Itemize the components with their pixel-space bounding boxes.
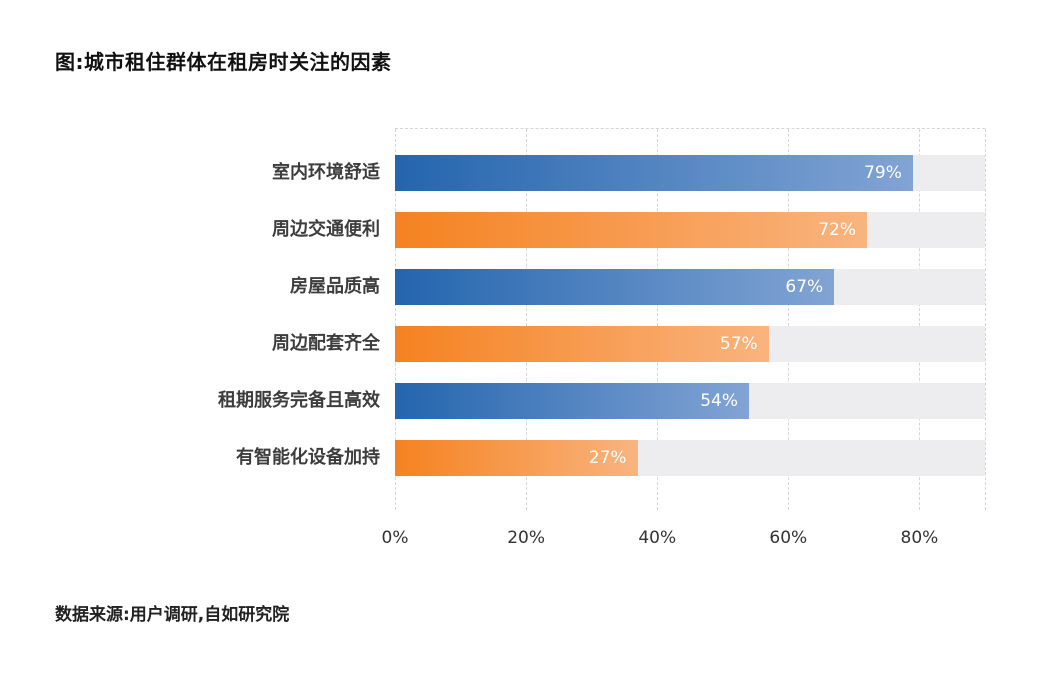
category-label: 室内环境舒适	[272, 162, 380, 183]
bar-track: 67%	[395, 269, 985, 305]
bar-track: 54%	[395, 383, 985, 419]
x-axis-tick-label: 40%	[638, 528, 677, 548]
gridline	[395, 129, 396, 510]
bar-track: 27%	[395, 440, 985, 476]
bar: 54%	[395, 383, 749, 419]
bar-track: 72%	[395, 212, 985, 248]
x-axis-tick-label: 20%	[507, 528, 546, 548]
bar-value-label: 67%	[785, 277, 824, 297]
chart-title: 图:城市租住群体在租房时关注的因素	[55, 50, 392, 74]
chart-row: 租期服务完备且高效 54%	[218, 383, 985, 419]
category-label: 有智能化设备加持	[236, 447, 380, 468]
chart-row: 室内环境舒适 79%	[272, 155, 985, 191]
category-label: 房屋品质高	[290, 276, 380, 297]
gridline	[657, 129, 659, 510]
gridline	[985, 129, 986, 510]
x-axis-tick-label: 80%	[900, 528, 939, 548]
bar: 72%	[395, 212, 867, 248]
bar: 67%	[395, 269, 835, 305]
chart-rows: 室内环境舒适 79% 周边交通便利 72% 房屋品质高 67% 周边配套齐全 57% 租期服务完…	[218, 155, 985, 476]
chart-row: 周边交通便利 72%	[272, 212, 985, 248]
category-label: 租期服务完备且高效	[218, 390, 380, 411]
gridline	[788, 129, 790, 510]
bar-track: 79%	[395, 155, 985, 191]
bar-value-label: 27%	[588, 448, 627, 468]
bar-value-label: 79%	[864, 163, 902, 183]
gridline	[526, 129, 528, 510]
bar-track: 57%	[395, 326, 985, 362]
x-axis-tick-label: 0%	[381, 528, 409, 548]
gridline	[919, 129, 921, 510]
bar: 79%	[395, 155, 913, 191]
bar-value-label: 57%	[719, 334, 758, 354]
chart-row: 有智能化设备加持 27%	[236, 440, 985, 476]
x-axis-tick-label: 60%	[769, 528, 808, 548]
chart-row: 周边配套齐全 57%	[272, 326, 985, 362]
bar-value-label: 72%	[818, 220, 856, 240]
bar-chart-plot: 室内环境舒适 79% 周边交通便利 72% 房屋品质高 67% 周边配套齐全 57% 租期服务完…	[218, 128, 986, 548]
bar: 57%	[395, 326, 769, 362]
bar-value-label: 54%	[700, 391, 738, 411]
category-label: 周边交通便利	[272, 219, 380, 240]
category-label: 周边配套齐全	[272, 333, 380, 354]
chart-row: 房屋品质高 67%	[290, 269, 985, 305]
data-source: 数据来源:用户调研,自如研究院	[55, 605, 290, 625]
bar: 27%	[395, 440, 638, 476]
